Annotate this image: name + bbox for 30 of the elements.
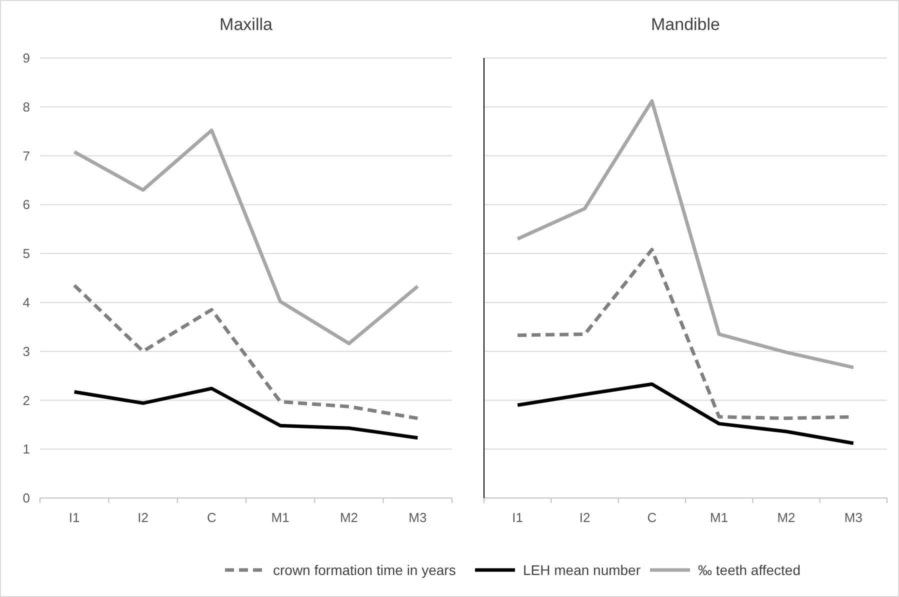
y-tick-label: 6: [22, 197, 30, 212]
line-series: [72, 284, 420, 420]
y-tick-label: 7: [22, 148, 30, 164]
x-tick-label: M2: [340, 510, 358, 525]
x-tick-label: I2: [579, 510, 590, 525]
y-tick-label: 3: [22, 344, 30, 359]
x-tick-label: M1: [271, 510, 290, 525]
x-tick-label: M3: [844, 510, 862, 525]
x-tick-label: I1: [68, 510, 80, 525]
x-tick-label: M3: [408, 510, 427, 525]
y-tick-label: 0: [22, 490, 30, 506]
y-tick-label: 5: [22, 246, 30, 262]
x-tick-label: C: [206, 510, 216, 525]
y-tick-label: 2: [22, 392, 30, 408]
legend-label: ‰ teeth affected: [698, 562, 800, 578]
chart-title: Maxilla: [220, 15, 273, 34]
x-tick-label: I2: [138, 510, 148, 525]
line-series: [72, 386, 420, 440]
x-tick-label: C: [647, 510, 657, 525]
x-tick-label: I1: [512, 510, 524, 525]
line-series: [72, 128, 420, 346]
y-tick-label: 8: [22, 99, 30, 114]
legend-label: LEH mean number: [523, 562, 641, 578]
y-tick-label: 9: [22, 50, 30, 66]
legend-label: crown formation time in years: [273, 562, 456, 578]
chart-title: Mandible: [651, 15, 720, 34]
y-tick-label: 4: [22, 294, 30, 310]
x-tick-label: M2: [777, 510, 796, 525]
x-tick-label: M1: [710, 510, 728, 525]
y-tick-label: 1: [22, 442, 30, 457]
